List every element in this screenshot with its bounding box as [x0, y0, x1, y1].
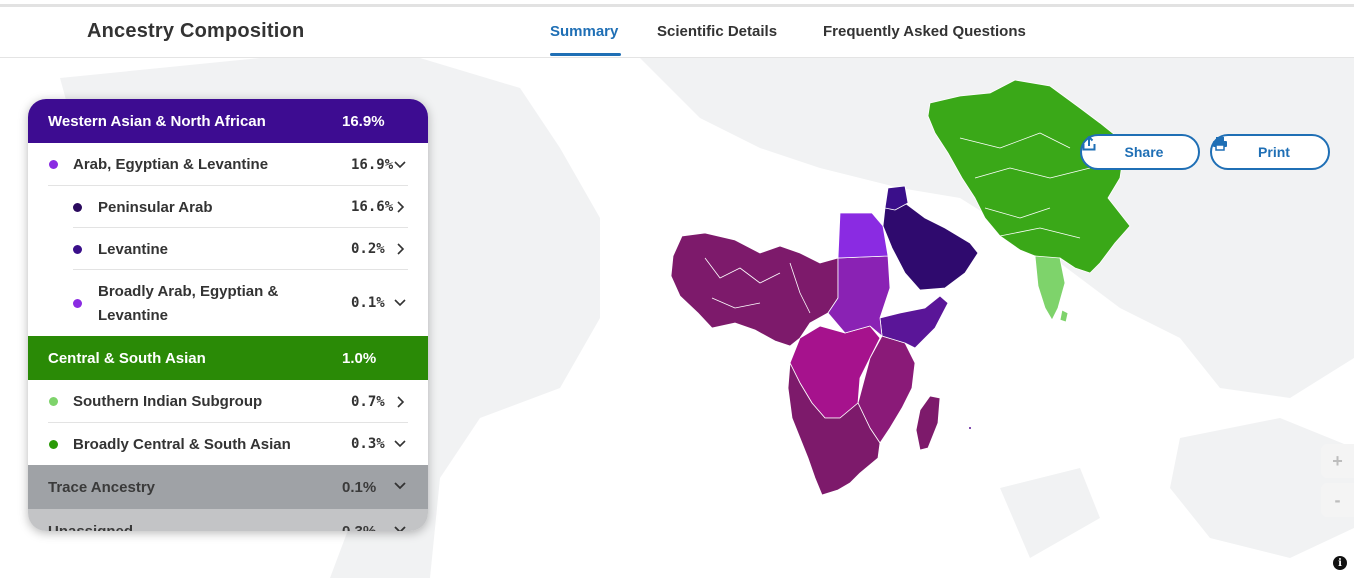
color-dot — [73, 244, 82, 254]
subregion-row-levantine[interactable]: Levantine 0.2% — [28, 228, 428, 270]
subregion-row-arab-egyptian-levantine[interactable]: Arab, Egyptian & Levantine 16.9% — [28, 143, 428, 186]
tab-summary[interactable]: Summary — [550, 23, 619, 40]
subregion-row-peninsular-arab[interactable]: Peninsular Arab 16.6% — [28, 186, 428, 228]
info-icon[interactable]: i — [1333, 556, 1347, 570]
region-south-india — [1034, 255, 1066, 321]
subregion-name: Arab, Egyptian & Levantine — [73, 156, 269, 173]
region-row-western-asian[interactable]: Western Asian & North African 16.9% — [28, 99, 428, 143]
region-name: Central & South Asian — [48, 349, 206, 367]
subregion-name: Peninsular Arab — [98, 198, 213, 216]
region-levant — [884, 185, 909, 211]
row-divider — [73, 227, 408, 228]
region-arabia — [882, 202, 979, 291]
color-dot — [73, 202, 82, 212]
top-border — [0, 4, 1354, 7]
share-label: Share — [1124, 144, 1164, 160]
region-sri-lanka — [1059, 309, 1069, 323]
subregion-name: Broadly Central & South Asian — [73, 435, 291, 453]
subregion-row-broadly-central-south-asian[interactable]: Broadly Central & South Asian 0.3% — [28, 423, 428, 465]
active-tab-indicator — [550, 53, 621, 56]
subregion-percent: 0.2% — [351, 241, 385, 257]
region-name: Unassigned — [48, 522, 134, 532]
subregion-percent: 16.9% — [351, 156, 394, 173]
print-label: Print — [1258, 144, 1290, 160]
zoom-out-button[interactable]: - — [1321, 483, 1354, 517]
minus-icon: - — [1334, 489, 1341, 510]
subregion-percent: 0.1% — [351, 295, 385, 311]
chevron-down-icon[interactable] — [394, 160, 406, 169]
subregion-name: Levantine — [98, 240, 169, 258]
page-header: Ancestry Composition Summary Scientific … — [0, 7, 1354, 58]
subregion-row-southern-indian[interactable]: Southern Indian Subgroup 0.7% — [28, 380, 428, 423]
region-central-asia — [927, 79, 1131, 274]
map-regions — [670, 79, 1131, 496]
chevron-down-icon[interactable] — [394, 440, 406, 448]
chevron-down-icon[interactable] — [394, 299, 406, 307]
subregion-name: Broadly Arab, Egyptian & Levantine — [98, 280, 278, 328]
page-title: Ancestry Composition — [87, 20, 305, 42]
region-percent: 0.1% — [342, 478, 377, 496]
subregion-percent: 0.3% — [351, 436, 385, 452]
color-dot — [73, 298, 82, 308]
region-name: Trace Ancestry — [48, 478, 156, 496]
subregion-name-line1: Broadly Arab, Egyptian & — [98, 283, 279, 300]
region-row-trace[interactable]: Trace Ancestry 0.1% — [28, 465, 428, 509]
region-southern-africa — [787, 362, 881, 496]
row-divider — [48, 185, 408, 186]
region-percent: 16.9% — [342, 112, 385, 130]
subregion-row-broadly-arab[interactable]: Broadly Arab, Egyptian & Levantine 0.1% — [28, 270, 428, 336]
chevron-right-icon[interactable] — [397, 243, 405, 255]
region-percent: 1.0% — [342, 349, 377, 367]
chevron-down-icon[interactable] — [394, 526, 406, 531]
color-dot — [49, 160, 58, 169]
plus-icon: + — [1332, 450, 1343, 471]
row-divider — [73, 269, 408, 270]
print-button[interactable]: Print — [1210, 134, 1330, 170]
subregion-name-line2: Levantine — [98, 307, 169, 324]
row-divider — [48, 422, 408, 423]
color-dot — [49, 439, 58, 449]
region-west-africa — [670, 232, 839, 347]
chevron-down-icon[interactable] — [394, 482, 406, 490]
zoom-in-button[interactable]: + — [1321, 444, 1354, 478]
tab-scientific-details[interactable]: Scientific Details — [657, 23, 778, 40]
ancestry-panel: Western Asian & North African 16.9% Arab… — [28, 99, 428, 531]
region-egypt — [837, 212, 889, 259]
subregion-name: Southern Indian Subgroup — [73, 393, 263, 410]
region-name: Western Asian & North African — [48, 112, 266, 130]
region-madagascar — [915, 395, 941, 451]
region-row-unassigned[interactable]: Unassigned 0.3% — [28, 509, 428, 531]
chevron-right-icon[interactable] — [397, 395, 405, 408]
share-button[interactable]: Share — [1080, 134, 1200, 170]
region-horn-africa — [879, 295, 949, 349]
region-sudan — [827, 255, 891, 337]
subregion-percent: 16.6% — [351, 199, 394, 215]
region-row-central-south-asian[interactable]: Central & South Asian 1.0% — [28, 336, 428, 380]
region-percent: 0.3% — [342, 522, 377, 532]
tab-faq[interactable]: Frequently Asked Questions — [823, 23, 1026, 40]
subregion-percent: 0.7% — [351, 393, 385, 410]
color-dot — [49, 397, 58, 406]
chevron-right-icon[interactable] — [397, 201, 405, 213]
